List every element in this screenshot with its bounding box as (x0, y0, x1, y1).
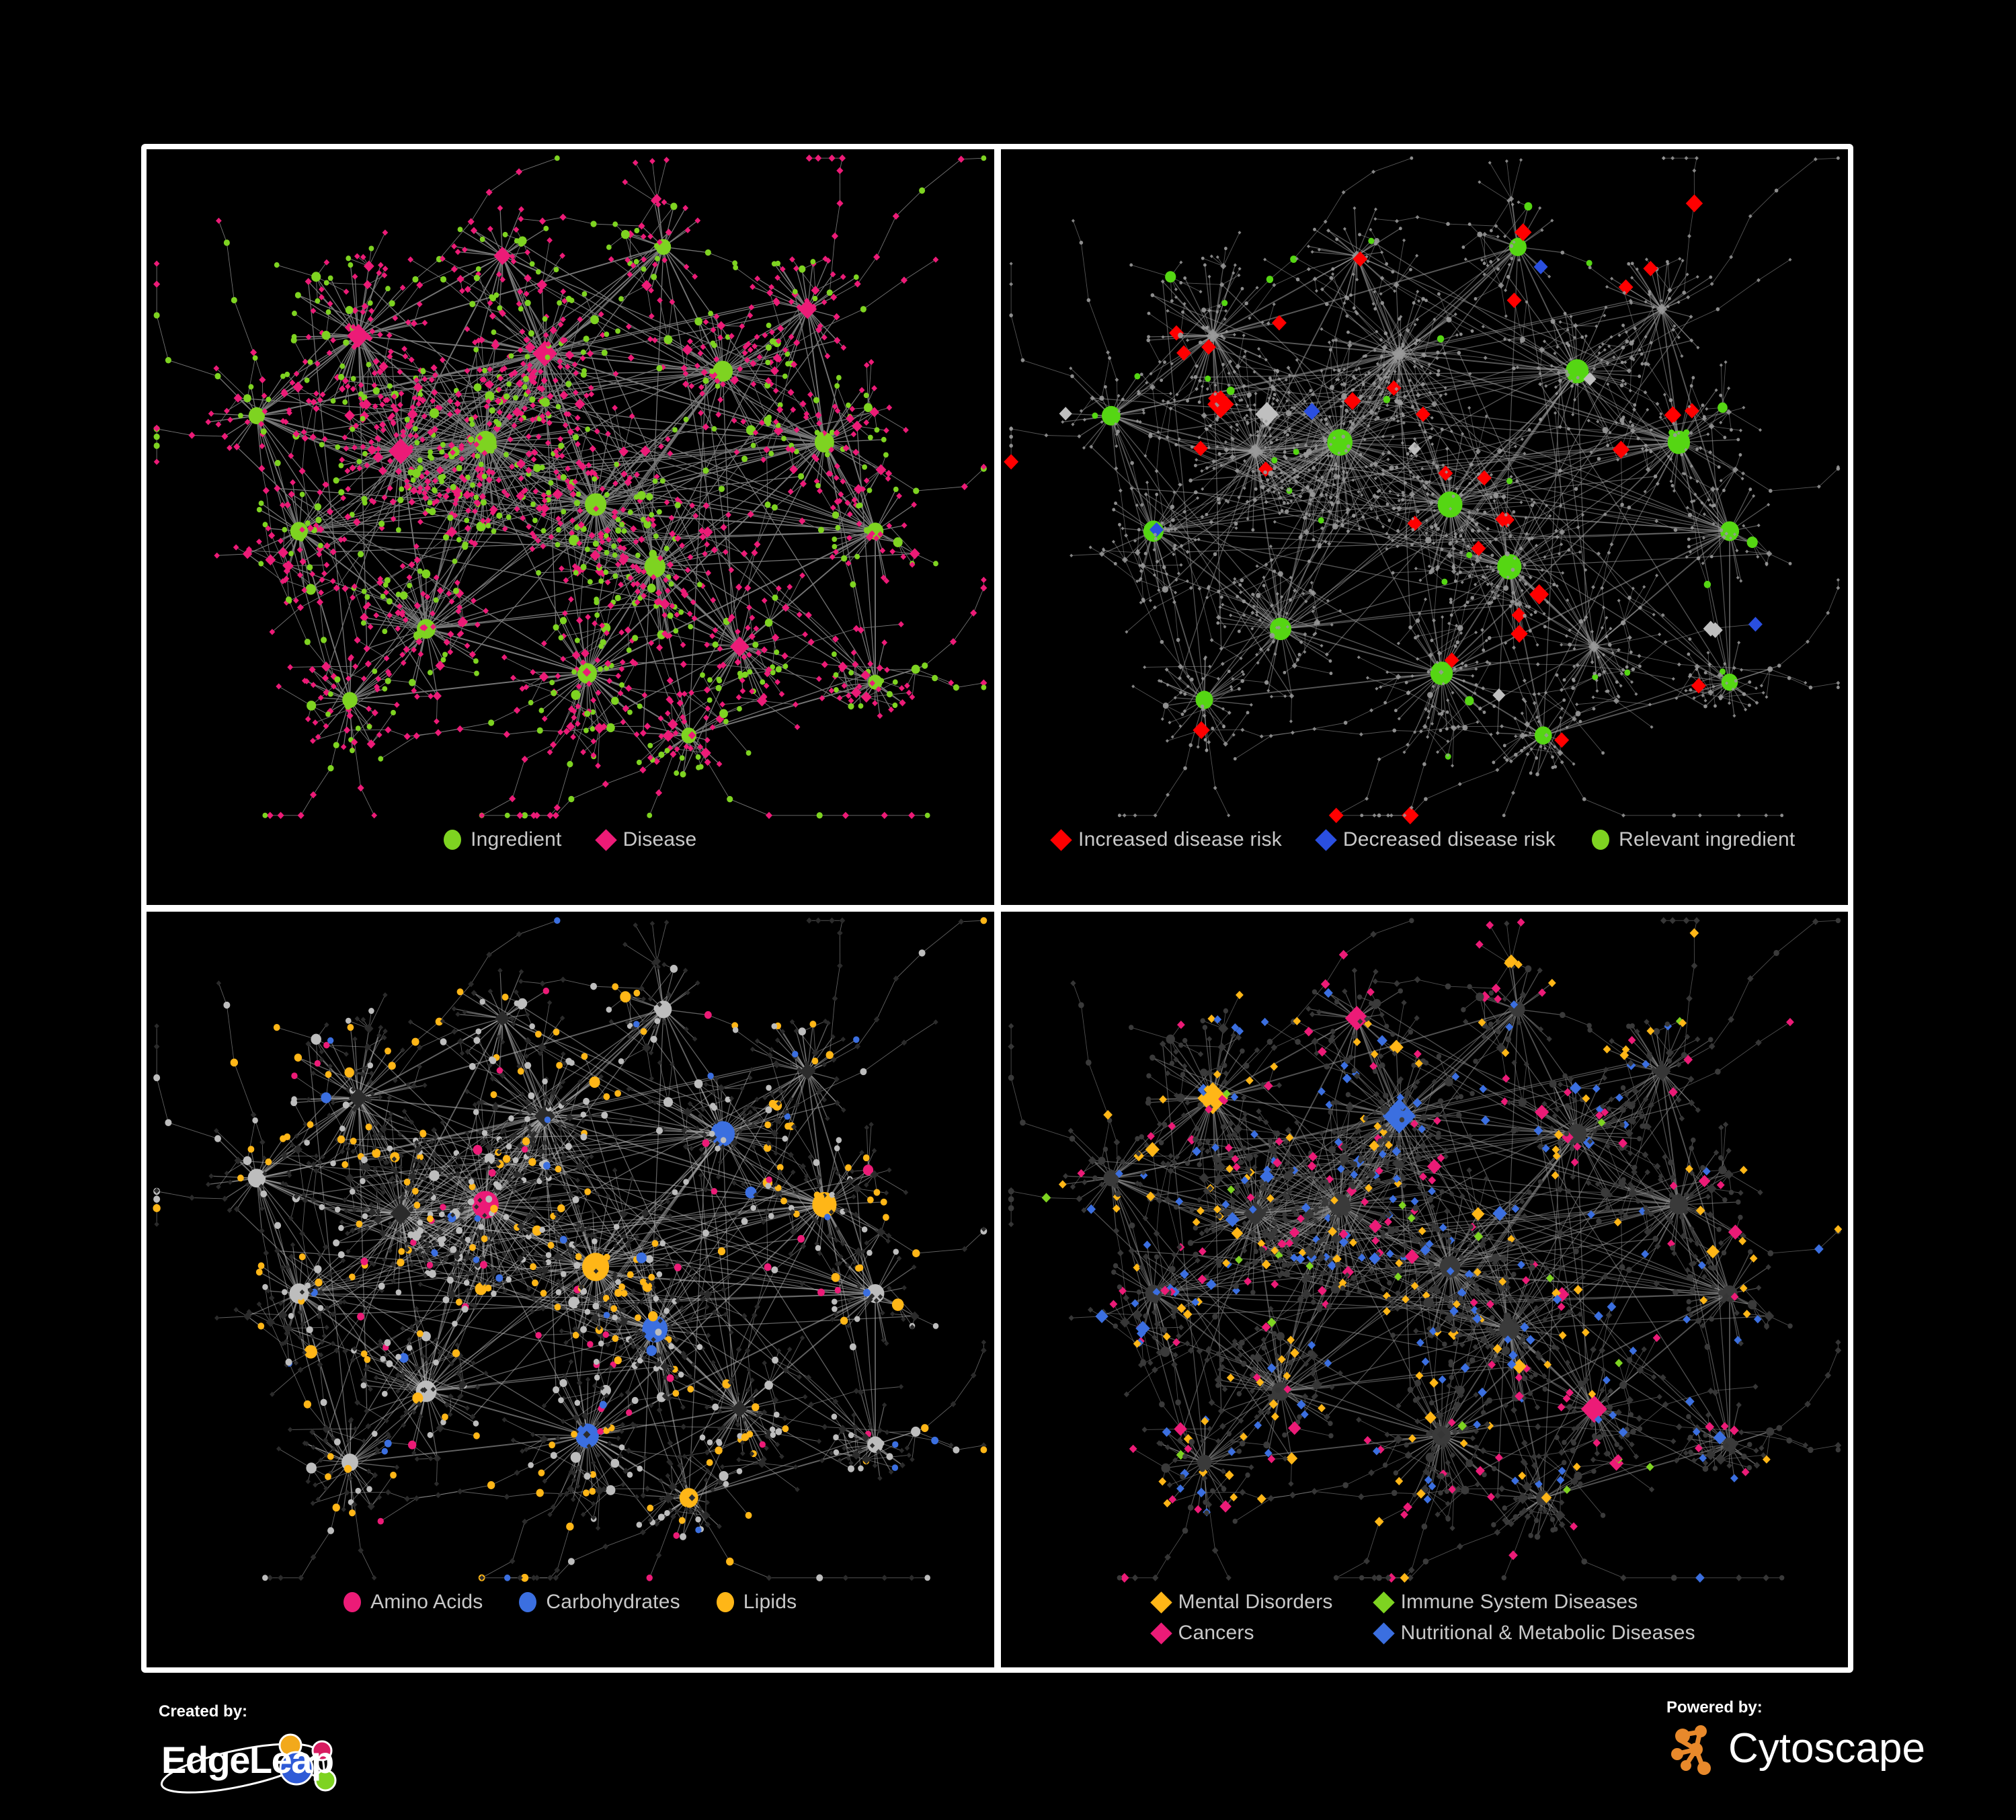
legend-4: Mental Disorders Immune System Diseases … (1001, 1587, 1849, 1667)
panel-ingredient-disease[interactable]: Ingredient Disease (147, 149, 994, 905)
legend-label-decreased-risk: Decreased disease risk (1342, 828, 1556, 850)
legend-2: Increased disease risk Decreased disease… (1001, 824, 1849, 905)
edgeleap-node-green-icon (314, 1769, 337, 1792)
legend-label-mental-disorders: Mental Disorders (1178, 1591, 1333, 1613)
relevant-ingredient-circle-marker-icon (1592, 830, 1610, 850)
legend-item-amino-acids: Amino Acids (344, 1592, 483, 1612)
network-canvas-3[interactable] (147, 912, 994, 1587)
edgeleap-logo: EdgeLeap (159, 1724, 454, 1798)
carbohydrates-circle-marker-icon (519, 1592, 537, 1612)
legend-label-increased-risk: Increased disease risk (1078, 828, 1282, 850)
legend-label-ingredient: Ingredient (471, 828, 562, 850)
legend-label-amino-acids: Amino Acids (370, 1591, 483, 1613)
immune-system-diseases-diamond-marker-icon (1372, 1591, 1395, 1614)
panel-grid: Ingredient Disease (141, 144, 1853, 1673)
legend-1: Ingredient Disease (147, 824, 994, 905)
legend-item-relevant-ingredient: Relevant ingredient (1592, 830, 1795, 850)
legend-label-cancers: Cancers (1178, 1622, 1254, 1644)
panel-disease-category[interactable]: Mental Disorders Immune System Diseases … (1000, 912, 1849, 1667)
panel-disease-risk[interactable]: Increased disease risk Decreased disease… (1000, 149, 1849, 905)
cytoscape-logo-icon (1671, 1725, 1711, 1775)
legend-label-relevant-ingredient: Relevant ingredient (1619, 828, 1796, 850)
legend-label-immune-system-diseases: Immune System Diseases (1400, 1591, 1638, 1613)
legend-item-lipids: Lipids (716, 1591, 797, 1613)
amino-acids-circle-marker-icon (344, 1592, 362, 1612)
network-graph-3[interactable] (147, 912, 994, 1587)
legend-label-nutritional-metabolic-diseases: Nutritional & Metabolic Diseases (1400, 1622, 1695, 1644)
network-canvas-4[interactable] (1001, 912, 1849, 1587)
disease-diamond-marker-icon (594, 828, 617, 851)
edgeleap-logo-graphic (160, 1733, 337, 1794)
cancers-diamond-marker-icon (1150, 1622, 1172, 1645)
legend-item-carbohydrates: Carbohydrates (519, 1592, 680, 1612)
edgeleap-node-pink-icon (311, 1740, 333, 1762)
lipids-circle-marker-icon (716, 1592, 734, 1612)
cytoscape-wordmark: Cytoscape (1728, 1725, 1925, 1772)
edgeleap-wordmark: EdgeLeap (161, 1739, 334, 1781)
legend-item-mental-disorders: Mental Disorders (1150, 1591, 1333, 1614)
network-graph-2[interactable] (1001, 149, 1849, 824)
figure-footer: Created by: EdgeLeap Powered by: (0, 1674, 2016, 1820)
created-by-caption: Created by: (159, 1702, 248, 1720)
figure-frame: Ingredient Disease (141, 144, 1853, 1673)
legend-item-disease: Disease (594, 828, 697, 851)
panel-nutrient-class[interactable]: Amino Acids Carbohydrates Lipids (147, 912, 994, 1667)
ingredient-circle-marker-icon (444, 830, 462, 850)
legend-label-lipids: Lipids (743, 1591, 797, 1613)
edgeleap-node-blue-icon (279, 1751, 314, 1786)
powered-by-caption: Powered by: (1666, 1698, 1763, 1716)
legend-item-decreased-risk: Decreased disease risk (1315, 828, 1556, 851)
network-canvas-1[interactable] (147, 149, 994, 824)
legend-label-disease: Disease (622, 828, 697, 850)
network-graph-1[interactable] (147, 149, 994, 824)
legend-3: Amino Acids Carbohydrates Lipids (147, 1587, 994, 1667)
network-canvas-2[interactable] (1001, 149, 1849, 824)
legend-item-cancers: Cancers (1150, 1622, 1333, 1645)
legend-item-nutritional-metabolic-diseases: Nutritional & Metabolic Diseases (1372, 1622, 1695, 1645)
legend-item-ingredient: Ingredient (444, 830, 561, 850)
legend-item-immune-system-diseases: Immune System Diseases (1372, 1591, 1695, 1614)
created-by-branding: Created by: EdgeLeap (159, 1702, 468, 1803)
network-graph-4[interactable] (1001, 912, 1849, 1587)
powered-by-branding: Powered by: Cytoscape (1666, 1698, 1949, 1799)
legend-label-carbohydrates: Carbohydrates (546, 1591, 680, 1613)
legend-item-increased-risk: Increased disease risk (1050, 828, 1282, 851)
decreased-risk-diamond-marker-icon (1315, 828, 1337, 851)
mental-disorders-diamond-marker-icon (1150, 1591, 1172, 1614)
increased-risk-diamond-marker-icon (1050, 828, 1072, 851)
nutritional-metabolic-diseases-diamond-marker-icon (1372, 1622, 1395, 1645)
